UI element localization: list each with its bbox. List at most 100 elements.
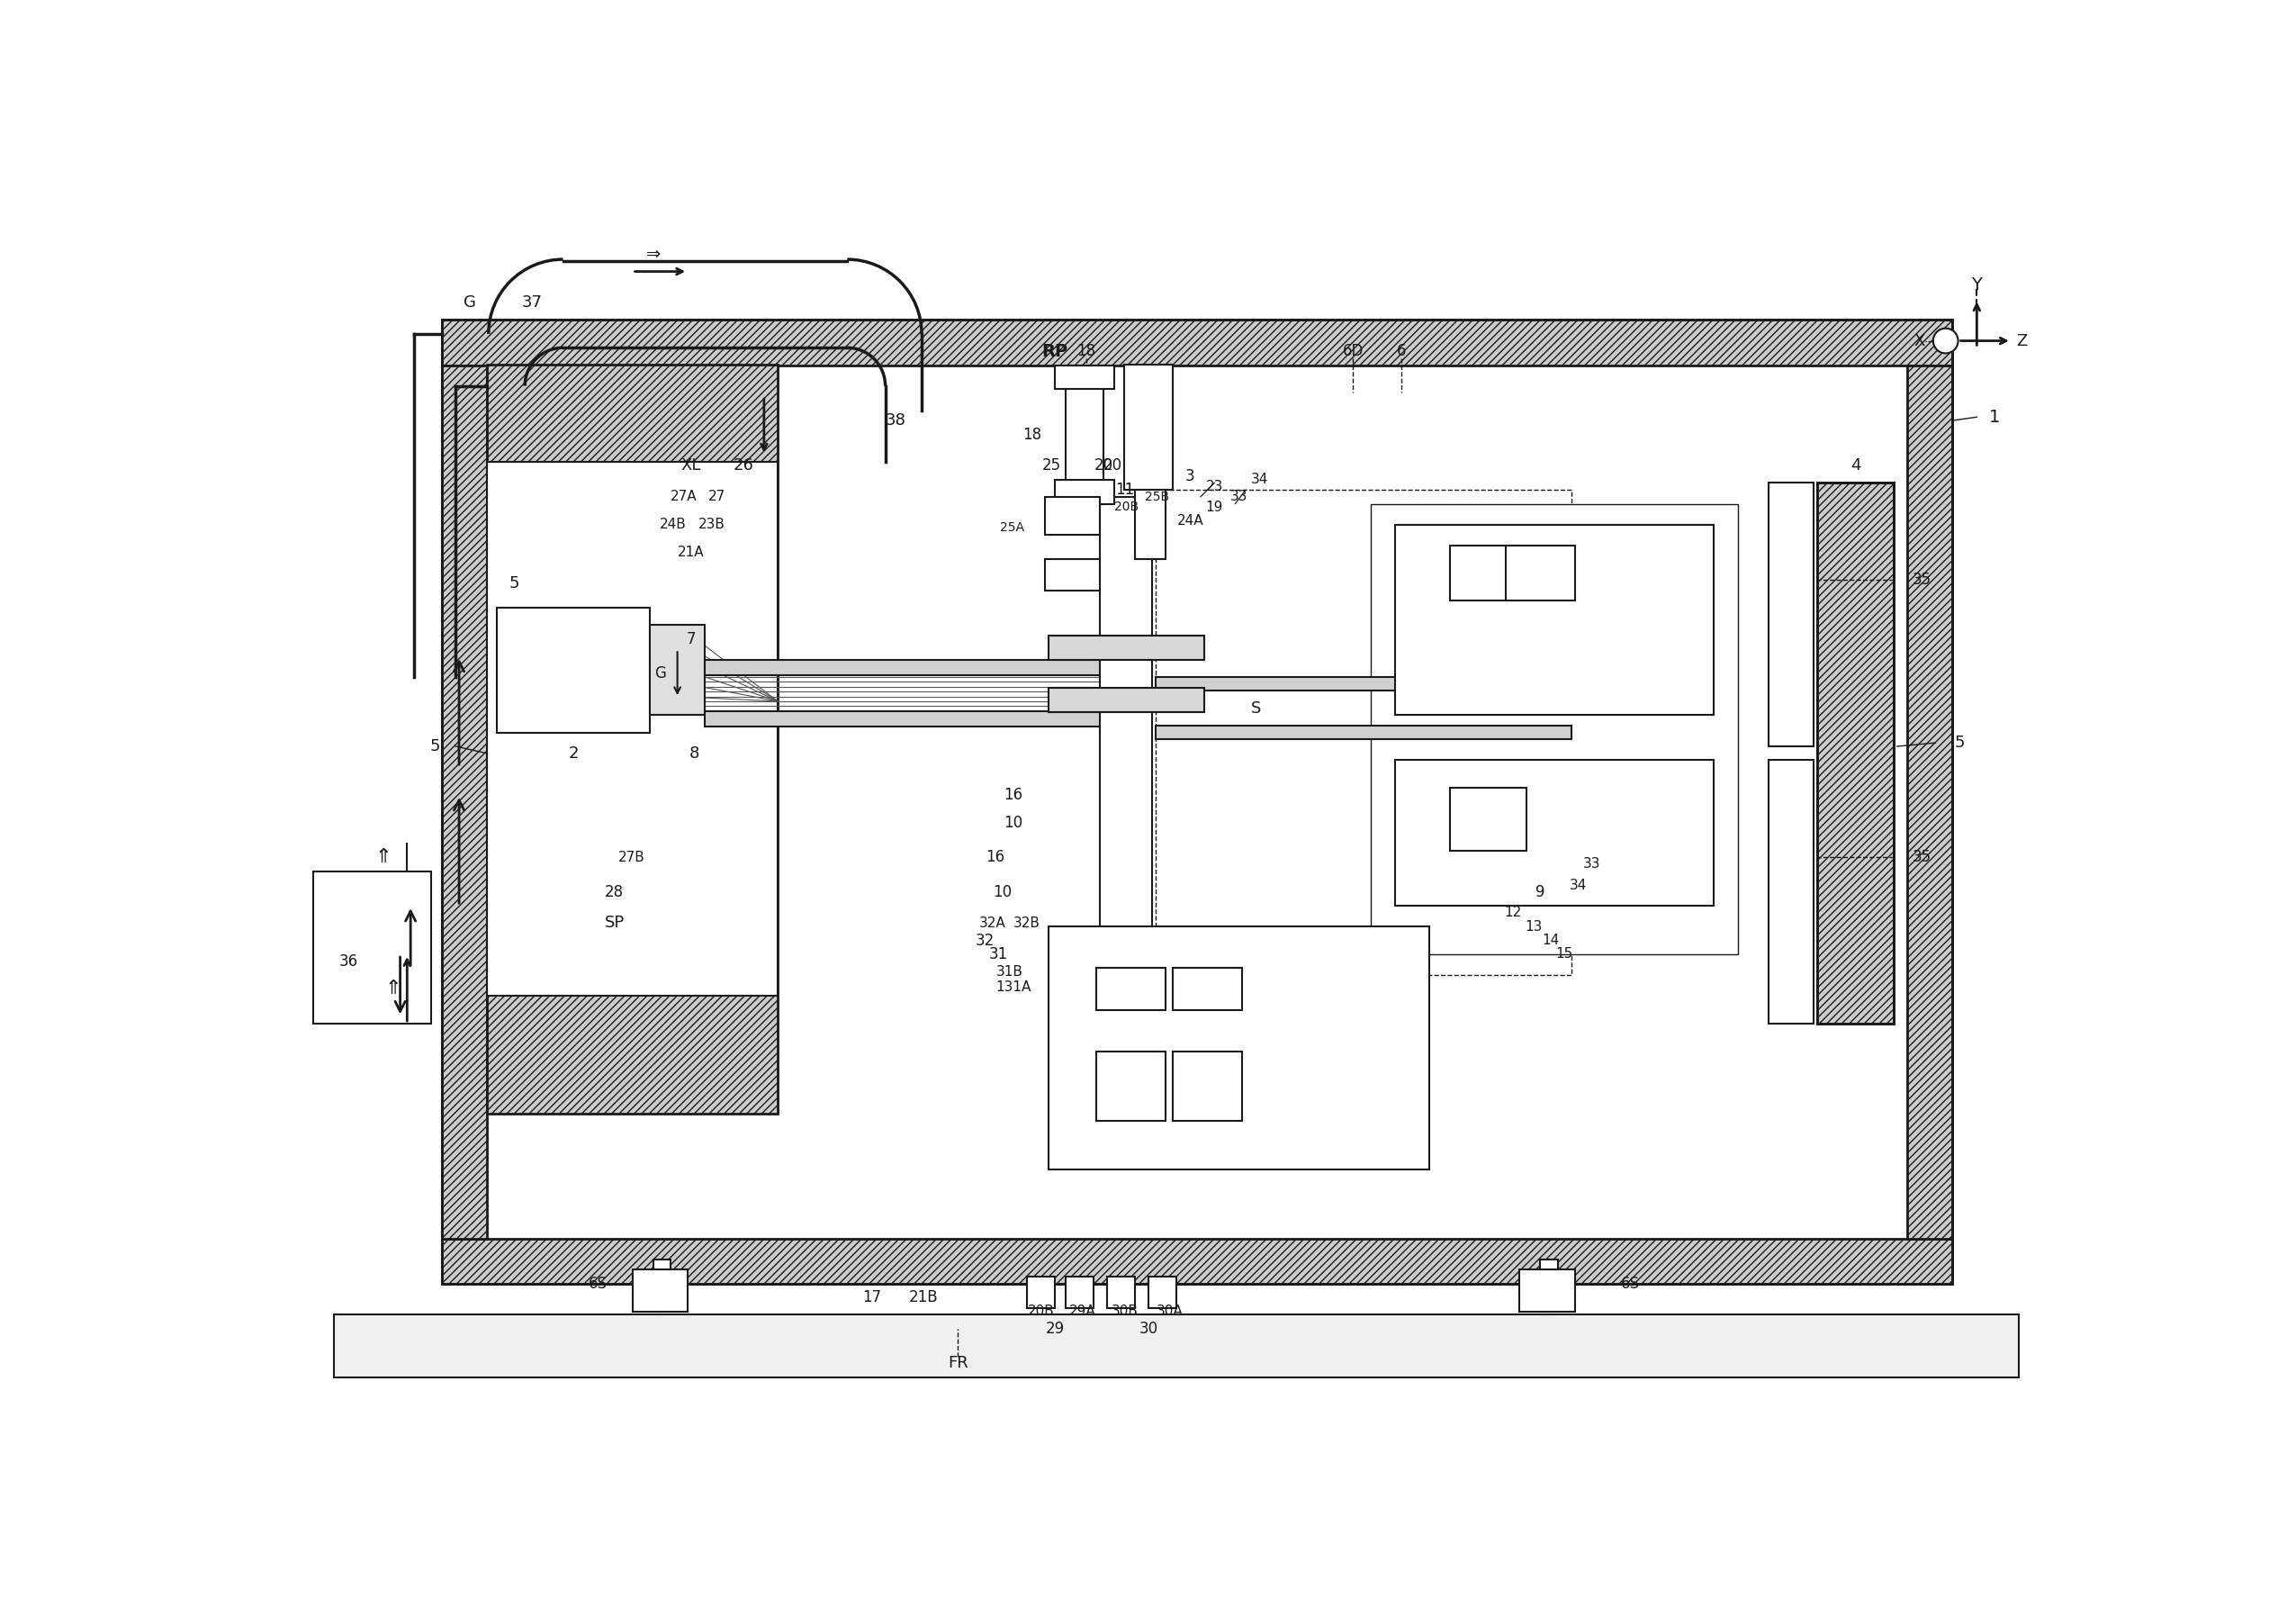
Bar bbox=[441, 1238, 1952, 1283]
Text: 24B: 24B bbox=[659, 518, 687, 531]
Text: 17: 17 bbox=[861, 1290, 882, 1306]
Text: 31: 31 bbox=[990, 946, 1008, 962]
Bar bbox=[1155, 725, 1570, 740]
Text: 13: 13 bbox=[1525, 920, 1543, 933]
Text: G: G bbox=[654, 665, 666, 682]
Text: 14: 14 bbox=[1543, 933, 1559, 948]
Bar bbox=[650, 625, 705, 716]
Bar bbox=[1056, 479, 1114, 503]
Bar bbox=[1506, 545, 1575, 601]
Bar bbox=[1049, 927, 1430, 1170]
Text: ⇑: ⇑ bbox=[374, 849, 390, 866]
Bar bbox=[1065, 1277, 1093, 1307]
Text: S: S bbox=[1251, 700, 1261, 716]
Text: SP: SP bbox=[604, 916, 625, 932]
Text: 23: 23 bbox=[1205, 479, 1224, 494]
Text: 35: 35 bbox=[1913, 849, 1931, 866]
Text: 18: 18 bbox=[1077, 344, 1095, 360]
Text: 10: 10 bbox=[1003, 815, 1024, 831]
Bar bbox=[315, 871, 432, 1024]
Text: 34: 34 bbox=[1570, 879, 1587, 892]
Bar bbox=[1056, 364, 1114, 390]
Bar bbox=[1049, 636, 1203, 660]
Bar bbox=[1451, 788, 1527, 850]
Bar bbox=[1173, 1051, 1242, 1120]
Text: 20B: 20B bbox=[1114, 500, 1139, 513]
Bar bbox=[487, 364, 778, 1114]
Bar bbox=[1818, 483, 1894, 1024]
Text: 24A: 24A bbox=[1178, 515, 1203, 527]
Bar bbox=[487, 462, 778, 996]
Text: 29: 29 bbox=[1045, 1320, 1065, 1338]
Bar bbox=[1049, 687, 1203, 711]
Text: 5: 5 bbox=[1954, 735, 1965, 751]
Text: 1: 1 bbox=[1988, 409, 2000, 425]
Text: 34: 34 bbox=[1251, 473, 1267, 486]
Text: 26: 26 bbox=[732, 457, 753, 473]
Text: 20: 20 bbox=[1104, 457, 1123, 473]
Bar bbox=[1173, 968, 1242, 1010]
Text: 30B: 30B bbox=[1111, 1304, 1139, 1318]
Bar bbox=[1371, 503, 1738, 954]
Text: 9: 9 bbox=[1536, 884, 1545, 900]
Text: 30A: 30A bbox=[1155, 1304, 1182, 1318]
Text: 2: 2 bbox=[567, 745, 579, 761]
Text: 4: 4 bbox=[1851, 457, 1860, 473]
Text: 25: 25 bbox=[1042, 457, 1061, 473]
Text: 36: 36 bbox=[340, 952, 358, 970]
Text: 15: 15 bbox=[1557, 948, 1573, 960]
Text: 29A: 29A bbox=[1070, 1304, 1095, 1318]
Bar bbox=[1148, 1277, 1176, 1307]
Text: 33: 33 bbox=[1584, 858, 1600, 871]
Text: 27A: 27A bbox=[670, 491, 698, 503]
Text: 5: 5 bbox=[510, 575, 519, 591]
Bar bbox=[1818, 483, 1894, 1024]
Text: 6: 6 bbox=[1396, 344, 1407, 360]
Text: 32B: 32B bbox=[1013, 916, 1040, 930]
Text: 38: 38 bbox=[886, 412, 907, 428]
Text: 18: 18 bbox=[1022, 427, 1040, 443]
Text: 6S: 6S bbox=[588, 1275, 606, 1291]
Text: RP: RP bbox=[1042, 342, 1068, 360]
Text: 31B: 31B bbox=[996, 965, 1024, 978]
Bar bbox=[1155, 678, 1570, 690]
Text: 37: 37 bbox=[521, 294, 542, 310]
Bar bbox=[1097, 1051, 1166, 1120]
Text: Z: Z bbox=[2016, 332, 2027, 348]
Text: 30: 30 bbox=[1139, 1320, 1157, 1338]
Text: X: X bbox=[1913, 332, 1924, 348]
Bar bbox=[1045, 497, 1100, 535]
Bar bbox=[631, 1270, 689, 1312]
Bar bbox=[1100, 497, 1153, 1024]
Text: 19: 19 bbox=[1205, 500, 1224, 515]
Text: 12: 12 bbox=[1504, 906, 1522, 919]
Text: 32: 32 bbox=[976, 932, 994, 949]
Text: ⇒: ⇒ bbox=[645, 246, 661, 262]
Text: 6D: 6D bbox=[1343, 344, 1364, 360]
Bar bbox=[1134, 491, 1166, 559]
Text: 131A: 131A bbox=[996, 981, 1031, 994]
Text: 16: 16 bbox=[1003, 786, 1024, 802]
Bar bbox=[441, 320, 1952, 364]
Bar bbox=[1026, 1277, 1056, 1307]
Bar bbox=[1768, 761, 1814, 1024]
Text: 21B: 21B bbox=[909, 1290, 939, 1306]
Bar bbox=[1768, 483, 1814, 746]
Text: 25B: 25B bbox=[1146, 491, 1169, 503]
Bar bbox=[705, 660, 1120, 674]
Bar bbox=[1908, 364, 1952, 1238]
Text: G: G bbox=[464, 294, 475, 310]
Text: 25A: 25A bbox=[999, 521, 1024, 534]
Text: 8: 8 bbox=[689, 745, 700, 761]
Text: 27B: 27B bbox=[618, 850, 645, 865]
Bar bbox=[335, 1315, 2018, 1377]
Text: FR: FR bbox=[948, 1355, 969, 1371]
Text: 7: 7 bbox=[687, 631, 696, 647]
Bar bbox=[1107, 1277, 1134, 1307]
Bar bbox=[1451, 545, 1520, 601]
Text: 23B: 23B bbox=[698, 518, 726, 531]
Bar bbox=[652, 1259, 670, 1270]
Bar bbox=[1045, 559, 1100, 590]
Circle shape bbox=[1933, 328, 1958, 353]
Bar bbox=[441, 364, 487, 1238]
